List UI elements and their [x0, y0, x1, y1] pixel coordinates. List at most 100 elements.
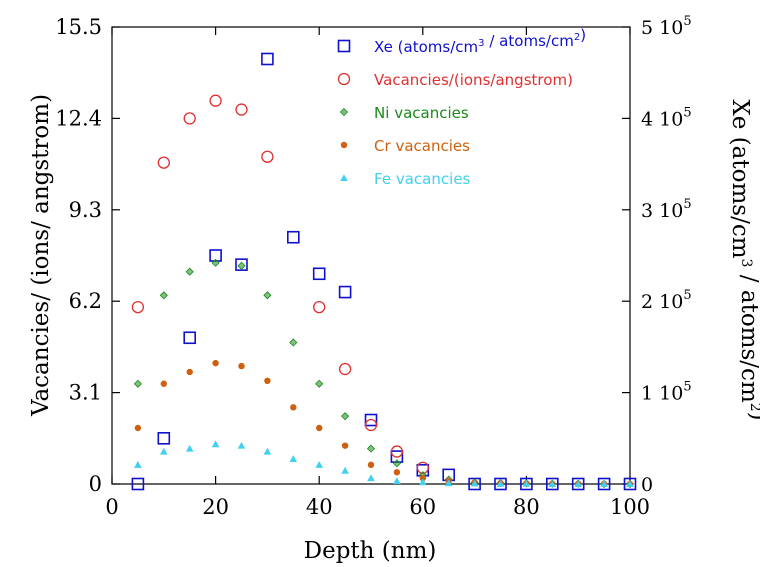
data-point [160, 447, 168, 455]
data-point [315, 379, 324, 388]
data-point [237, 261, 246, 270]
y-tick-label: 6.2 [69, 289, 102, 313]
data-point [286, 230, 300, 244]
data-point [494, 477, 507, 491]
data-point [261, 150, 274, 163]
y-tick-label: 0 [89, 472, 102, 496]
data-point [263, 291, 272, 300]
data-point [183, 331, 196, 345]
x-tick-label: 40 [306, 495, 333, 519]
data-point [157, 156, 170, 169]
data-point [419, 478, 427, 486]
data-point [548, 480, 557, 487]
y2-tick-label: 0 [641, 474, 653, 496]
data-point [160, 380, 167, 387]
data-point [623, 477, 637, 491]
legend-marker [340, 174, 348, 181]
data-point [133, 379, 142, 388]
y2-tick-label: 3 105 [641, 197, 692, 222]
data-point [444, 479, 453, 487]
y-tick-label: 9.3 [69, 198, 102, 222]
legend-marker [337, 39, 351, 53]
data-point [597, 477, 611, 491]
data-point [470, 479, 479, 487]
data-point [183, 112, 196, 125]
legend-label: Vacancies/(ions/angstrom) [374, 71, 573, 89]
series-circle [131, 94, 429, 474]
series-diamond [133, 258, 635, 489]
data-point [571, 477, 585, 491]
data-point [131, 300, 145, 314]
data-point [290, 404, 297, 411]
data-point [364, 413, 378, 427]
data-point [235, 258, 248, 271]
x-tick-label: 60 [409, 495, 436, 519]
data-point [211, 258, 220, 267]
data-point [341, 466, 349, 474]
x-tick-label: 80 [513, 495, 540, 519]
data-point [338, 285, 352, 299]
plot-frame [111, 26, 631, 485]
data-point [238, 362, 245, 370]
data-point [341, 412, 350, 421]
data-point [364, 418, 378, 432]
x-tick-label: 20 [202, 495, 229, 519]
data-point [186, 368, 193, 376]
y-tick-label: 3.1 [69, 381, 102, 405]
data-point [338, 362, 352, 376]
data-point [185, 267, 194, 276]
x-tick-label: 100 [610, 495, 650, 519]
data-point [626, 480, 634, 487]
data-point [313, 300, 326, 314]
y2-tick-label: 2 105 [641, 288, 692, 313]
data-point [496, 479, 505, 487]
x-axis-label: Depth (nm) [304, 538, 437, 564]
y-tick-label: 12.4 [55, 106, 102, 130]
data-point [131, 477, 145, 491]
data-point [545, 477, 559, 491]
data-point [211, 440, 220, 448]
data-point [289, 338, 298, 347]
data-point [312, 267, 326, 281]
data-point [261, 52, 274, 66]
data-point [134, 424, 142, 432]
data-point [366, 444, 376, 453]
legend-label: Xe (atoms/cm3 / atoms/cm2) [374, 26, 586, 56]
y2-tick-label: 4 105 [641, 105, 692, 130]
data-point [134, 461, 142, 468]
series-triangle [134, 440, 634, 487]
data-point [157, 431, 171, 445]
data-point [289, 455, 298, 462]
data-point [159, 291, 168, 300]
data-point [393, 469, 401, 476]
legend-marker [337, 72, 351, 86]
data-point [212, 359, 219, 367]
data-point [522, 479, 531, 487]
legend-marker [339, 107, 349, 117]
legend-label: Fe vacancies [374, 170, 471, 188]
data-point [393, 477, 401, 485]
data-point [209, 94, 222, 107]
data-point [367, 461, 375, 469]
data-point [315, 461, 323, 468]
legend-label: Ni vacancies [374, 104, 469, 122]
data-point [264, 377, 271, 385]
data-point [235, 103, 248, 116]
x-tick-label: 0 [105, 495, 118, 519]
y2-tick-label: 5 105 [641, 14, 692, 39]
data-point [520, 477, 533, 491]
data-point [390, 445, 404, 458]
y2-axis-label: Xe (atoms/cm3 / atoms/cm2) [727, 99, 760, 420]
data-point [185, 444, 194, 452]
data-point [392, 459, 401, 468]
legend-label: Cr vacancies [374, 137, 470, 155]
y2-tick-label: 1 105 [641, 380, 692, 405]
data-point [367, 474, 375, 482]
data-point [316, 424, 323, 432]
data-point [600, 480, 608, 487]
legend: Xe (atoms/cm3 / atoms/cm2) Vacancies/(ion… [337, 26, 586, 188]
y-tick-label: 15.5 [55, 15, 102, 39]
y-axis-label: Vacancies/ (ions/ angstrom) [28, 94, 54, 417]
